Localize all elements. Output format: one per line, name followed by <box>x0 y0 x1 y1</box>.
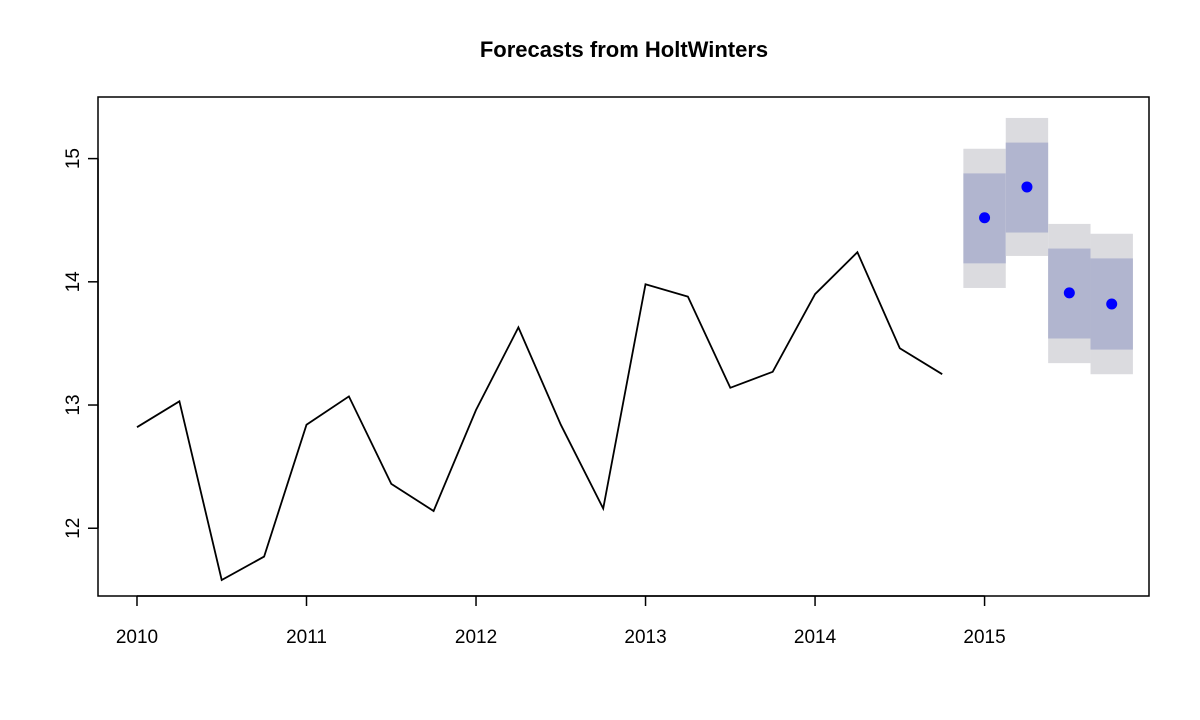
x-tick-label: 2011 <box>286 627 327 648</box>
x-tick-label: 2015 <box>963 627 1005 648</box>
x-tick-label: 2012 <box>455 627 497 648</box>
y-axis: 12 13 14 15 <box>63 148 99 539</box>
forecast-point <box>1063 287 1075 299</box>
forecast-point <box>1021 181 1033 193</box>
observed-line <box>136 250 943 582</box>
x-axis: 2010 2011 2012 2013 2014 2015 <box>116 595 1006 648</box>
x-tick-label: 2010 <box>116 627 158 648</box>
forecast-points <box>979 181 1118 310</box>
x-tick-label: 2013 <box>624 627 666 648</box>
y-tick-label: 13 <box>63 394 84 415</box>
forecast-point <box>979 212 991 224</box>
y-tick-label: 12 <box>63 518 84 539</box>
forecast-intervals <box>963 117 1133 375</box>
forecast-point <box>1106 298 1118 310</box>
x-tick-label: 2014 <box>794 627 837 648</box>
y-tick-label: 15 <box>63 148 84 169</box>
observed-series <box>136 250 943 582</box>
y-tick-label: 14 <box>63 271 84 293</box>
chart-title: Forecasts from HoltWinters <box>480 37 768 62</box>
